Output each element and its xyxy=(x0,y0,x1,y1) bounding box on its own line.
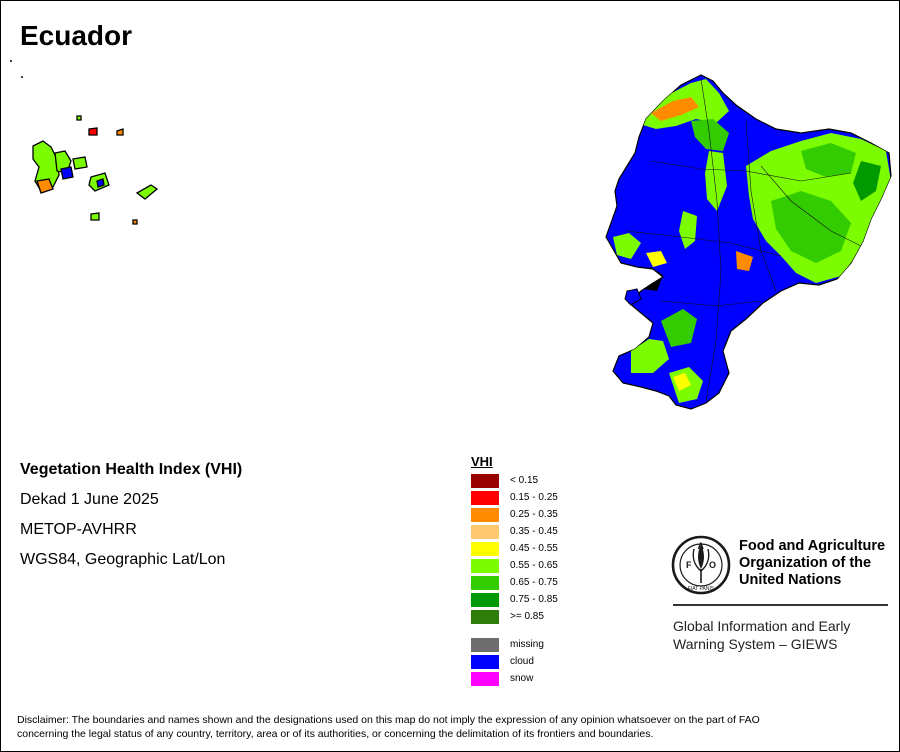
legend-swatch xyxy=(471,672,499,686)
legend-label: 0.75 - 0.85 xyxy=(510,594,558,605)
legend-label: snow xyxy=(510,673,534,684)
legend-item: < 0.15 xyxy=(471,474,621,488)
legend-item: 0.75 - 0.85 xyxy=(471,593,621,607)
legend-item: >= 0.85 xyxy=(471,610,621,624)
legend-swatch xyxy=(471,559,499,573)
legend-label: 0.25 - 0.35 xyxy=(510,509,558,520)
fao-organization-name: Food and Agriculture Organization of the… xyxy=(739,538,885,589)
legend-swatch xyxy=(471,525,499,539)
logo-divider xyxy=(673,604,888,606)
legend-item: snow xyxy=(471,672,621,686)
legend-label: >= 0.85 xyxy=(510,611,544,622)
legend-swatch xyxy=(471,491,499,505)
fao-logo-icon: F A O FIAT PANIS xyxy=(671,535,731,595)
org-line: Organization of the xyxy=(739,555,872,571)
legend-item: missing xyxy=(471,638,621,652)
svg-text:O: O xyxy=(709,560,716,570)
disclaimer-line: concerning the legal status of any count… xyxy=(17,728,654,740)
legend-item: 0.45 - 0.55 xyxy=(471,542,621,556)
legend-label: 0.55 - 0.65 xyxy=(510,560,558,571)
product-label: Vegetation Health Index (VHI) xyxy=(20,461,243,478)
map-title: Ecuador xyxy=(20,20,133,51)
legend-label: 0.35 - 0.45 xyxy=(510,526,558,537)
giews-label: Global Information and Early Warning Sys… xyxy=(673,617,850,653)
giews-line: Warning System – GIEWS xyxy=(673,636,838,652)
disclaimer-line: Disclaimer: The boundaries and names sho… xyxy=(17,714,760,726)
giews-line: Global Information and Early xyxy=(673,618,851,634)
legend-item: cloud xyxy=(471,655,621,669)
legend-item: 0.15 - 0.25 xyxy=(471,491,621,505)
legend-item: 0.35 - 0.45 xyxy=(471,525,621,539)
legend-label: 0.65 - 0.75 xyxy=(510,577,558,588)
disclaimer: Disclaimer: The boundaries and names sho… xyxy=(17,713,887,741)
svg-text:A: A xyxy=(698,541,705,551)
legend-title: VHI xyxy=(471,454,493,469)
period-label: Dekad 1 June 2025 xyxy=(20,491,159,508)
legend-swatch xyxy=(471,593,499,607)
legend-swatch xyxy=(471,542,499,556)
legend-swatch xyxy=(471,655,499,669)
legend-label: missing xyxy=(510,639,544,650)
legend-label: 0.45 - 0.55 xyxy=(510,543,558,554)
sensor-label: METOP-AVHRR xyxy=(20,521,137,538)
legend-swatch xyxy=(471,474,499,488)
svg-text:FIAT PANIS: FIAT PANIS xyxy=(688,586,715,592)
legend-swatch xyxy=(471,576,499,590)
projection-label: WGS84, Geographic Lat/Lon xyxy=(20,551,226,568)
legend-item: 0.55 - 0.65 xyxy=(471,559,621,573)
legend-swatch xyxy=(471,638,499,652)
svg-text:F: F xyxy=(686,560,692,570)
legend-label: cloud xyxy=(510,656,534,667)
legend-label: 0.15 - 0.25 xyxy=(510,492,558,503)
org-line: Food and Agriculture xyxy=(739,538,886,554)
vhi-map xyxy=(10,60,892,410)
legend-label: < 0.15 xyxy=(510,475,539,486)
legend-swatch xyxy=(471,508,499,522)
legend-item: 0.65 - 0.75 xyxy=(471,576,621,590)
org-line: United Nations xyxy=(739,572,842,588)
legend-swatch xyxy=(471,610,499,624)
legend-item: 0.25 - 0.35 xyxy=(471,508,621,522)
